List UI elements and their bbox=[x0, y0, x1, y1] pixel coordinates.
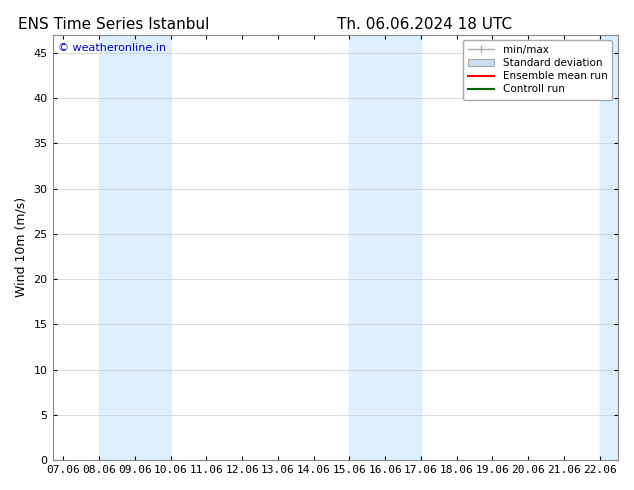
Y-axis label: Wind 10m (m/s): Wind 10m (m/s) bbox=[15, 197, 28, 297]
Text: Th. 06.06.2024 18 UTC: Th. 06.06.2024 18 UTC bbox=[337, 17, 512, 32]
Bar bbox=[600, 35, 618, 460]
Bar bbox=[600, 35, 634, 460]
Bar bbox=[99, 35, 171, 460]
Text: ENS Time Series Istanbul: ENS Time Series Istanbul bbox=[18, 17, 210, 32]
Text: © weatheronline.in: © weatheronline.in bbox=[58, 43, 166, 53]
Legend: min/max, Standard deviation, Ensemble mean run, Controll run: min/max, Standard deviation, Ensemble me… bbox=[463, 40, 612, 99]
Bar bbox=[349, 35, 421, 460]
